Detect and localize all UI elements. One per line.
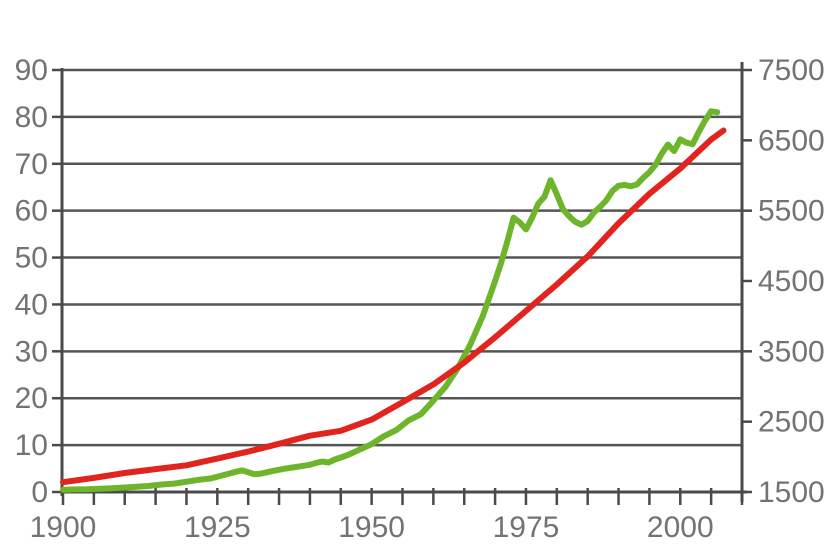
- y-left-label-20: 20: [15, 382, 48, 415]
- y-right-label-4500: 4500: [758, 265, 825, 298]
- y-left-label-30: 30: [15, 335, 48, 368]
- y-left-label-0: 0: [31, 476, 48, 509]
- x-label-2000: 2000: [647, 511, 714, 544]
- green-series-left-axis-line: [60, 108, 721, 493]
- y-left-label-90: 90: [15, 54, 48, 87]
- axis-labels: 0 10 20 30 40 50 60 70 80 90 1500 2500 3500 4500 5500 6…: [15, 54, 825, 544]
- y-left-label-40: 40: [15, 288, 48, 321]
- x-label-1900: 1900: [30, 511, 97, 544]
- y-right-label-7500: 7500: [758, 54, 825, 87]
- y-right-label-3500: 3500: [758, 335, 825, 368]
- y-left-label-10: 10: [15, 429, 48, 462]
- x-label-1975: 1975: [493, 511, 560, 544]
- x-label-1950: 1950: [338, 511, 405, 544]
- y-right-label-2500: 2500: [758, 406, 825, 439]
- tick-marks: [52, 68, 752, 505]
- gridlines: [62, 68, 742, 447]
- y-right-label-6500: 6500: [758, 124, 825, 157]
- red-series-right-axis-line: [60, 127, 727, 486]
- y-right-label-1500: 1500: [758, 476, 825, 509]
- y-right-label-5500: 5500: [758, 195, 825, 228]
- y-left-label-80: 80: [15, 101, 48, 134]
- y-left-label-60: 60: [15, 195, 48, 228]
- y-left-label-70: 70: [15, 148, 48, 181]
- axes: [60, 62, 747, 502]
- y-left-label-50: 50: [15, 242, 48, 275]
- x-label-1925: 1925: [184, 511, 251, 544]
